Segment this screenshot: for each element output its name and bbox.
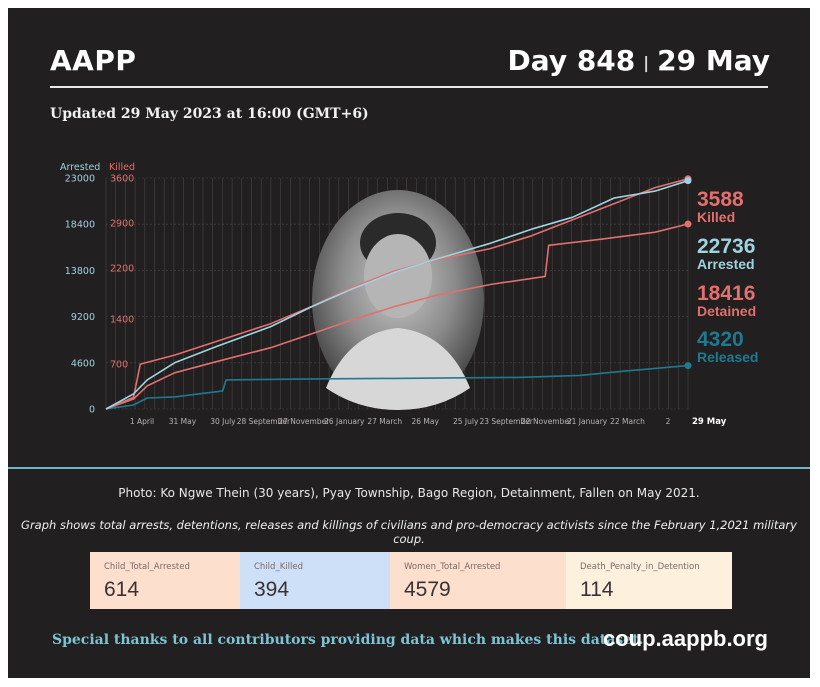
end-value-arrested: 22736 (697, 235, 755, 258)
chart-grid (105, 177, 689, 410)
header-rule (50, 86, 768, 88)
right-axis-title: Killed (109, 162, 135, 173)
end-value-detained: 18416 (697, 282, 755, 305)
photo-caption: Photo: Ko Ngwe Thein (30 years), Pyay To… (118, 486, 700, 500)
brand-title: AAPP (50, 44, 137, 77)
chart-series (105, 175, 692, 410)
x-tick-label: 26 January (324, 417, 365, 426)
stat-value: 394 (254, 578, 290, 601)
right-tick-label: 700 (110, 360, 128, 371)
x-tick-label: 29 May (692, 417, 727, 427)
stat-label: Child_Total_Arrested (104, 562, 190, 572)
x-tick-label: 2 (666, 417, 671, 426)
left-tick-label: 9200 (71, 312, 95, 323)
series-end-dot-released (684, 362, 692, 370)
x-tick-label: 21 January (567, 417, 608, 426)
right-tick-label: 1400 (110, 315, 134, 326)
stat-death-penalty-in-detention: Death_Penalty_in_Detention 114 (566, 552, 732, 609)
x-tick-label: 23 September (479, 417, 533, 426)
chart-axes: Arrested Killed 0 4600 9200 13800 18400 23000 70… (60, 162, 727, 427)
day-label: Day 848 (507, 44, 636, 77)
stats-bar: Child_Total_Arrested 614 Child_Killed 39… (90, 552, 732, 609)
end-text-released: Released (697, 349, 758, 365)
graph-note: Graph shows total arrests, detentions, r… (21, 518, 797, 546)
series-line-released (105, 364, 689, 410)
stat-child-total-arrested: Child_Total_Arrested 614 (90, 552, 240, 609)
portrait-shirt (326, 328, 470, 410)
x-tick-label: 22 March (610, 417, 645, 426)
right-tick-label: 3600 (110, 174, 134, 185)
x-tick-label: 28 September (237, 417, 291, 426)
section-divider (8, 467, 810, 469)
left-axis-title: Arrested (60, 162, 100, 173)
x-tick-label: 31 May (169, 417, 197, 426)
series-line-arrested (105, 179, 689, 410)
left-tick-label: 0 (89, 405, 95, 416)
stat-label: Child_Killed (254, 562, 303, 572)
stat-child-killed: Child_Killed 394 (240, 552, 390, 609)
right-tick-label: 2900 (110, 218, 134, 229)
stat-value: 614 (104, 578, 140, 601)
x-tick-label: 27 March (367, 417, 402, 426)
infographic-panel: AAPP Day 848 | 29 May Updated 29 May 2023 … (8, 8, 810, 678)
x-tick-label: 30 July (210, 417, 236, 426)
series-end-dot-arrested (684, 177, 692, 185)
end-text-killed: Killed (697, 209, 735, 225)
series-end-dot-detained (684, 220, 692, 228)
thanks-note: Special thanks to all contributors provi… (52, 632, 644, 648)
stat-value: 4579 (404, 578, 451, 601)
left-tick-label: 23000 (65, 174, 95, 185)
series-line-killed (105, 178, 689, 410)
right-tick-label: 2200 (110, 263, 134, 274)
portrait-photo (312, 190, 484, 410)
stat-label: Women_Total_Arrested (404, 562, 501, 572)
x-tick-label: 27 November (278, 417, 330, 426)
stat-label: Death_Penalty_in_Detention (580, 562, 700, 572)
end-text-detained: Detained (697, 303, 756, 319)
updated-timestamp: Updated 29 May 2023 at 16:00 (GMT+6) (50, 106, 369, 122)
end-value-killed: 3588 (697, 188, 744, 211)
site-url[interactable]: coup.aappb.org (603, 626, 768, 651)
date-label: 29 May (657, 44, 770, 77)
end-value-released: 4320 (697, 328, 744, 351)
day-counter: Day 848 | 29 May (508, 44, 770, 77)
end-text-arrested: Arrested (697, 256, 755, 272)
timeline-chart: Arrested Killed 0 4600 9200 13800 18400 23000 70… (60, 162, 758, 427)
stat-women-total-arrested: Women_Total_Arrested 4579 (390, 552, 566, 609)
x-tick-label: 1 April (130, 417, 154, 426)
left-tick-label: 4600 (71, 358, 95, 369)
portrait-face (364, 234, 432, 318)
left-tick-label: 13800 (65, 266, 95, 277)
left-tick-label: 18400 (65, 220, 95, 231)
x-tick-label: 26 May (412, 417, 440, 426)
x-tick-label: 22 November (521, 417, 573, 426)
x-tick-label: 25 July (453, 417, 479, 426)
stat-value: 114 (580, 578, 614, 601)
day-separator: | (643, 52, 650, 72)
series-line-detained (105, 223, 689, 410)
